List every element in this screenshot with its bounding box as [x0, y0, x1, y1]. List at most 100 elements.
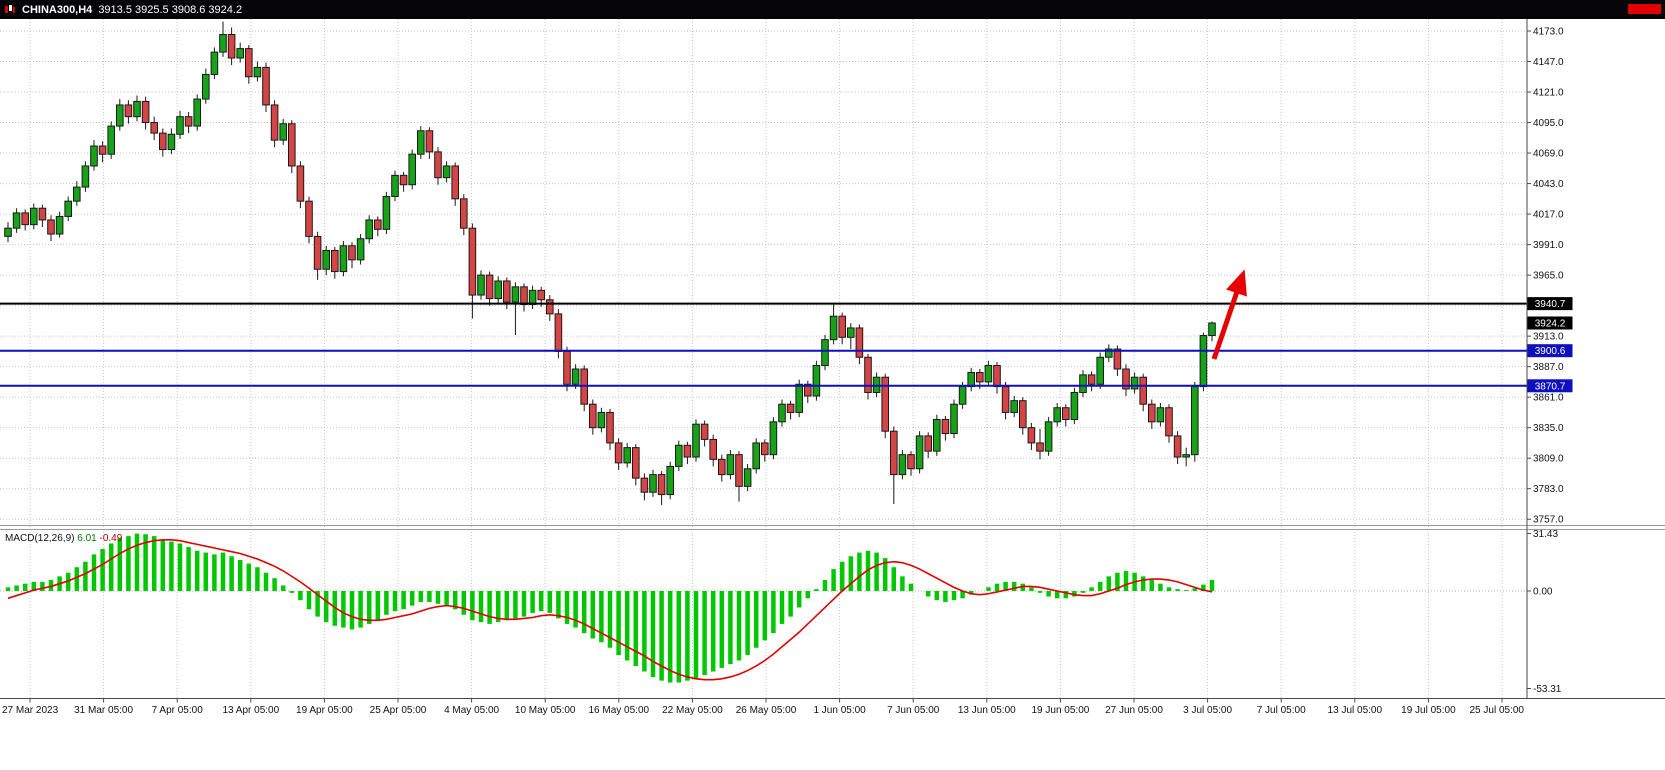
candle [528, 289, 537, 305]
time-axis-label: 7 Jul 05:00 [1257, 705, 1306, 716]
candle [1070, 391, 1079, 420]
price-axis-label: 3783.0 [1533, 484, 1564, 495]
candle [640, 477, 649, 493]
candle [709, 438, 718, 460]
candle [864, 356, 872, 393]
price-badge [1527, 316, 1573, 330]
up-arrow-annotation[interactable] [1211, 269, 1247, 360]
candle [769, 421, 778, 456]
candle [881, 376, 890, 432]
time-axis-label: 27 Mar 2023 [2, 705, 59, 716]
candle [1113, 348, 1122, 370]
candle [288, 123, 296, 167]
candle [993, 364, 1001, 388]
candle [1182, 454, 1191, 458]
time-axis-label: 4 May 05:00 [444, 705, 499, 716]
time-axis-label: 26 May 05:00 [736, 705, 797, 716]
candle [838, 315, 847, 338]
time-axis-label: 13 Jun 05:00 [958, 705, 1016, 716]
candle [477, 274, 485, 296]
price-axis-label: 4121.0 [1533, 88, 1564, 99]
candle [451, 165, 459, 200]
candle [1010, 400, 1019, 413]
price-badge-label: 3870.7 [1535, 381, 1566, 392]
candle [898, 454, 907, 476]
candle [554, 313, 563, 352]
candle [425, 130, 434, 153]
candle [890, 430, 898, 476]
price-axis-label: 3887.0 [1533, 362, 1564, 373]
candle [855, 327, 864, 358]
candle [90, 145, 98, 167]
candle [795, 383, 804, 413]
candle [950, 403, 958, 435]
time-axis-label: 19 Jul 05:00 [1401, 705, 1456, 716]
price-axis-label: 4147.0 [1533, 57, 1564, 68]
candle [202, 73, 210, 100]
candle [124, 104, 133, 118]
candle [167, 133, 176, 151]
candle [1044, 421, 1053, 452]
candle [1001, 386, 1010, 413]
candle [253, 66, 262, 78]
candle [984, 364, 993, 383]
price-axis-label: 3757.0 [1533, 515, 1564, 526]
time-axis-label: 19 Jun 05:00 [1031, 705, 1089, 716]
chart-canvas: 4173.0 4147.0 4121.0 4095.0 4069.0 4043.0 4017… [0, 19, 1665, 716]
time-axis-label: 1 Jun 05:00 [813, 705, 866, 716]
time-axis-label: 25 Jul 05:00 [1470, 705, 1525, 716]
candle [735, 454, 743, 487]
time-axis-label: 16 May 05:00 [588, 705, 649, 716]
candle [73, 186, 81, 202]
chart-icon [5, 5, 15, 13]
time-axis-label: 7 Jun 05:00 [887, 705, 940, 716]
candle [1027, 427, 1036, 444]
candle [1087, 374, 1096, 385]
candle [847, 327, 855, 338]
time-axis-label: 31 Mar 05:00 [74, 705, 133, 716]
symbol-period-label: CHINA300,H4 [22, 3, 93, 16]
candle [356, 238, 365, 261]
candle [623, 447, 632, 464]
chart-area[interactable]: 4173.0 4147.0 4121.0 4095.0 4069.0 4043.0 4017… [0, 19, 1665, 765]
candle [262, 66, 270, 106]
indicator-signal-value: -0.49 [99, 533, 123, 544]
price-axis-label: 3965.0 [1533, 271, 1564, 282]
candle [374, 219, 382, 230]
candle [520, 286, 528, 305]
candle [1096, 356, 1105, 385]
indicator-macd-value: 6.01 [77, 533, 97, 544]
macd-axis-label: -53.31 [1533, 684, 1562, 695]
candle [1191, 386, 1199, 456]
time-axis-label: 13 Apr 05:00 [222, 705, 279, 716]
candle [210, 51, 219, 75]
candle [718, 458, 726, 476]
candle [563, 350, 571, 385]
chart-icon-bar [5, 6, 8, 13]
candle [511, 286, 520, 303]
candle [1062, 407, 1070, 420]
price-badge [1527, 344, 1573, 358]
chart-icon-bar [9, 5, 12, 11]
candle [468, 227, 477, 296]
price-badge [1527, 379, 1573, 393]
time-axis-label: 27 Jun 05:00 [1105, 705, 1163, 716]
candle [236, 48, 244, 59]
candle [141, 100, 150, 124]
candle [296, 165, 305, 202]
candle [30, 207, 38, 226]
candle [752, 442, 761, 470]
candle [150, 122, 158, 134]
time-axis-label: 19 Apr 05:00 [296, 705, 353, 716]
candle [391, 174, 399, 197]
price-badge-label: 3900.6 [1535, 346, 1566, 357]
candle [494, 280, 502, 300]
candle [107, 125, 116, 155]
candle [1173, 435, 1182, 458]
candle [1139, 376, 1148, 405]
candle [967, 372, 976, 388]
price-axis-label: 3991.0 [1533, 240, 1564, 251]
price-axis-label: 3913.0 [1533, 332, 1564, 343]
candle [821, 339, 829, 366]
candle [227, 34, 236, 59]
